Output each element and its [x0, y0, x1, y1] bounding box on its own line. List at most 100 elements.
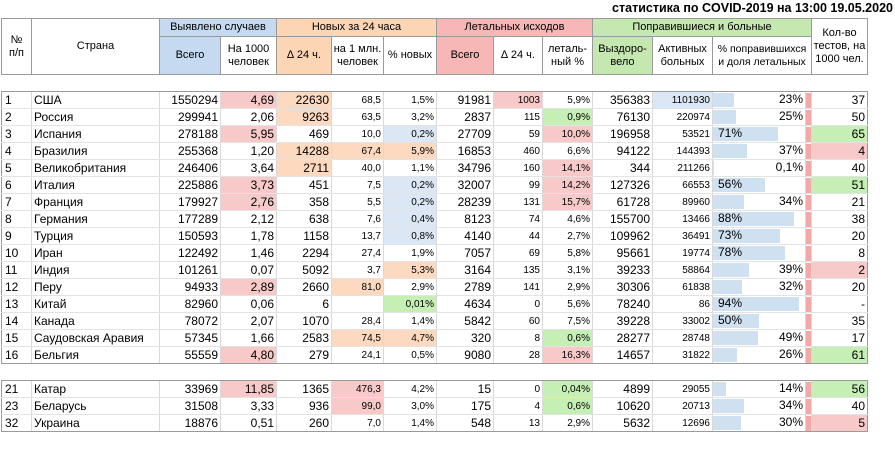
- lethal-pct: 5,9%: [542, 91, 593, 109]
- active-cases: 1101930: [652, 91, 713, 109]
- recovery-share-bar: [713, 314, 759, 328]
- tests-per1000: 56: [811, 380, 868, 398]
- cases-total: 31508: [159, 397, 221, 415]
- cases-per1000: 0,07: [220, 261, 277, 279]
- recovery-share: 88%: [712, 210, 806, 228]
- pct-new: 0,2%: [383, 125, 437, 143]
- table-row: 14 Канада 78072 2,07 1070 28,4 1,4% 5842 60 7,5% 3…: [1, 312, 868, 330]
- table-row: 13 Китай 82960 0,06 6 0,01% 4634 0 5,6% 78240 86 94…: [1, 295, 868, 313]
- deaths-total: 15: [436, 380, 494, 398]
- cases-total: 55559: [159, 346, 221, 364]
- page-title: статистика по COVID-2019 на 13:00 19.05.…: [612, 1, 893, 15]
- lethal-share-bar: [806, 195, 811, 210]
- recovery-share: 14%: [712, 380, 806, 398]
- country-name: Иран: [31, 244, 160, 262]
- recovered: 78240: [592, 295, 653, 313]
- tests-per1000: 51: [811, 176, 868, 194]
- lethal-share-bar: [806, 144, 811, 159]
- cases-per1000: 2,76: [220, 193, 277, 211]
- new-24h: 358: [276, 193, 332, 211]
- lethal-share-marker: [805, 91, 812, 109]
- recovered: 109962: [592, 227, 653, 245]
- cases-per1000: 2,07: [220, 312, 277, 330]
- deaths-delta: 131: [493, 193, 543, 211]
- cases-per1000: 1,66: [220, 329, 277, 347]
- tests-per1000: 2: [811, 261, 868, 279]
- new-24h: 1365: [276, 380, 332, 398]
- country-name: Россия: [31, 108, 160, 126]
- country-name: Канада: [31, 312, 160, 330]
- recovery-share: 50%: [712, 312, 806, 330]
- deaths-delta: 8: [493, 329, 543, 347]
- recovered: 4899: [592, 380, 653, 398]
- table-row: 3 Испания 278188 5,95 469 10,0 0,2% 27709 59 10,0…: [1, 125, 868, 143]
- row-number: 10: [1, 244, 32, 262]
- pct-new: 2,9%: [383, 278, 437, 296]
- active-cases: 220974: [652, 108, 713, 126]
- row-number: 32: [1, 414, 32, 432]
- lethal-share-marker: [805, 227, 812, 245]
- cases-per1000: 2,89: [220, 278, 277, 296]
- recovery-share-bar: [713, 229, 781, 243]
- recovery-share-value: 23%: [778, 92, 803, 106]
- lethal-share-bar: [806, 348, 811, 363]
- recovery-share-bar: [713, 178, 765, 192]
- active-cases: 89960: [652, 193, 713, 211]
- country-name: Бельгия: [31, 346, 160, 364]
- new-per1m: 74,5: [331, 329, 384, 347]
- row-number: 4: [1, 142, 32, 160]
- new-per1m: 7,6: [331, 210, 384, 228]
- table-row: 9 Турция 150593 1,78 1158 13,7 0,8% 4140 44 2,7% 1…: [1, 227, 868, 245]
- recovery-share: 71%: [712, 125, 806, 143]
- recovery-share-bar: [713, 195, 745, 209]
- cases-total: 78072: [159, 312, 221, 330]
- table-row: 7 Франция 179927 2,76 358 5,5 0,2% 28239 131 15,7…: [1, 193, 868, 211]
- new-per1m: 99,0: [331, 397, 384, 415]
- lethal-share-marker: [805, 108, 812, 126]
- tests-per1000: 17: [811, 329, 868, 347]
- deaths-delta: 160: [493, 159, 543, 177]
- deaths-total: 34796: [436, 159, 494, 177]
- deaths-total: 320: [436, 329, 494, 347]
- tests-per1000: 50: [811, 108, 868, 126]
- header-active: Активных больных: [652, 36, 713, 75]
- table-row: 12 Перу 94933 2,89 2660 81,0 2,9% 2789 141 2,9% 30…: [1, 278, 868, 296]
- lethal-pct: 0,04%: [542, 380, 593, 398]
- new-24h: 451: [276, 176, 332, 194]
- recovery-share-value: 94%: [718, 296, 743, 310]
- new-per1m: 67,4: [331, 142, 384, 160]
- active-cases: 20713: [652, 397, 713, 415]
- lethal-pct: 2,7%: [542, 227, 593, 245]
- row-number: 8: [1, 210, 32, 228]
- recovery-share-bar: [713, 416, 741, 430]
- recovery-share: 23%: [712, 91, 806, 109]
- pct-new: 1,4%: [383, 414, 437, 432]
- lethal-share-marker: [805, 244, 812, 262]
- lethal-share-bar: [806, 297, 811, 312]
- table-row: 11 Индия 101261 0,07 5092 3,7 5,3% 3164 135 3,1% 3…: [1, 261, 868, 279]
- row-number: 1: [1, 91, 32, 109]
- recovered: 10620: [592, 397, 653, 415]
- country-name: Перу: [31, 278, 160, 296]
- active-cases: 31822: [652, 346, 713, 364]
- deaths-delta: 74: [493, 210, 543, 228]
- cases-per1000: 4,69: [220, 91, 277, 109]
- country-name: Китай: [31, 295, 160, 313]
- header-new24: Новых за 24 часа: [276, 18, 437, 37]
- recovery-share-bar: [713, 263, 749, 277]
- country-name: Бразилия: [31, 142, 160, 160]
- pct-new: 1,9%: [383, 244, 437, 262]
- deaths-delta: 0: [493, 380, 543, 398]
- cases-total: 33969: [159, 380, 221, 398]
- recovery-share: 26%: [712, 346, 806, 364]
- table-row: 8 Германия 177289 2,12 638 7,6 0,4% 8123 74 4,6% 1…: [1, 210, 868, 228]
- lethal-pct: 2,9%: [542, 278, 593, 296]
- new-24h: 1070: [276, 312, 332, 330]
- deaths-delta: 1003: [493, 91, 543, 109]
- country-name: Великобритания: [31, 159, 160, 177]
- row-number: 14: [1, 312, 32, 330]
- tests-per1000: 4: [811, 142, 868, 160]
- recovery-share-value: 34%: [778, 398, 803, 412]
- lethal-share-marker: [805, 397, 812, 415]
- deaths-delta: 115: [493, 108, 543, 126]
